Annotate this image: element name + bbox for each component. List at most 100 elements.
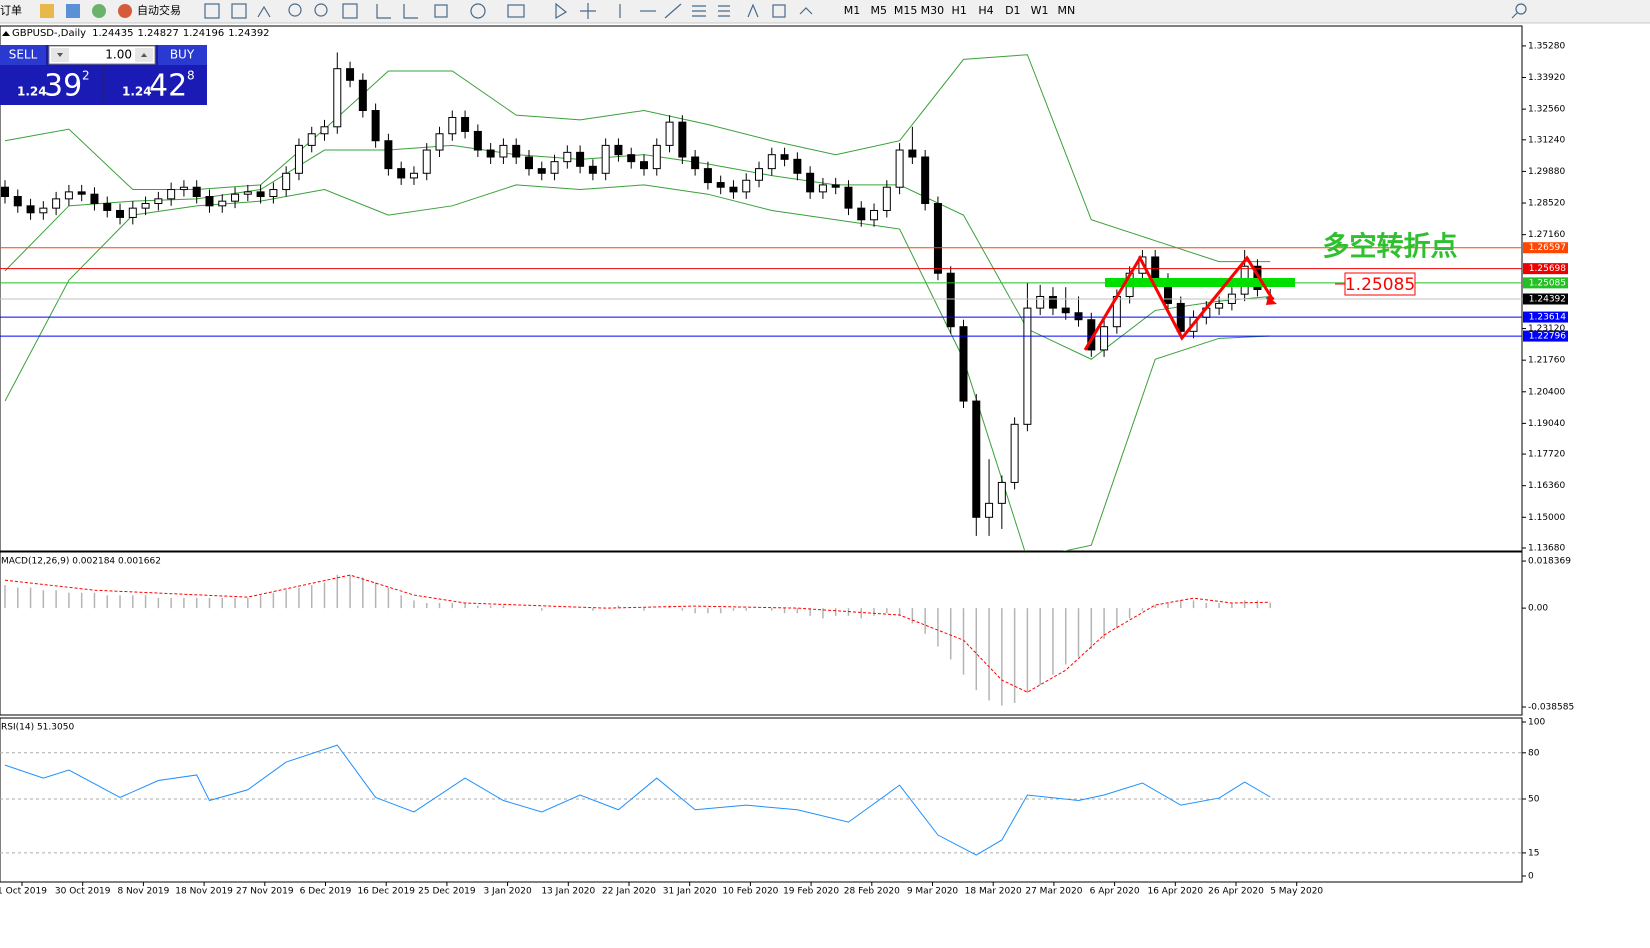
candle-body xyxy=(729,186,738,193)
candle-body xyxy=(908,149,917,158)
lots[interactable]: 1.00 xyxy=(105,48,132,62)
candle-body xyxy=(665,121,674,146)
x-tick-label: 5 May 2020 xyxy=(1270,887,1323,897)
candle-body xyxy=(550,161,559,174)
main-panel xyxy=(0,25,1523,552)
search-icon[interactable] xyxy=(1515,3,1527,15)
icon[interactable] xyxy=(580,3,596,19)
timeframe[interactable]: D1 xyxy=(1005,4,1020,17)
rsi-line xyxy=(4,744,1271,856)
y-tick-label: 1.27160 xyxy=(1528,230,1565,240)
sell-label[interactable]: SELL xyxy=(9,48,38,62)
lots-field[interactable] xyxy=(48,45,156,65)
icon[interactable] xyxy=(231,3,247,19)
candle-body xyxy=(576,151,585,167)
icon[interactable] xyxy=(118,4,132,18)
x-tick-label: 9 Mar 2020 xyxy=(907,887,959,897)
timeframe[interactable]: M1 xyxy=(844,4,861,17)
icon[interactable] xyxy=(66,4,80,18)
auto-trading[interactable]: 自动交易 xyxy=(137,3,181,17)
candle-body xyxy=(243,191,252,195)
y-tick-label: 1.23120 xyxy=(1528,324,1565,334)
candle-body xyxy=(627,154,636,163)
x-tick-label: 1 Oct 2019 xyxy=(0,887,47,897)
sell-button[interactable] xyxy=(0,45,46,65)
candle-body xyxy=(358,79,367,112)
candle-body xyxy=(103,202,112,211)
y-tick-label: 0.018369 xyxy=(1528,557,1571,567)
y-tick-label: 15 xyxy=(1528,848,1539,858)
timeframe[interactable]: W1 xyxy=(1031,4,1049,17)
candle-body xyxy=(167,189,176,200)
candle-body xyxy=(857,207,866,221)
y-tick-label: 1.28520 xyxy=(1528,199,1565,209)
icon[interactable] xyxy=(470,3,486,19)
candle-body xyxy=(269,189,278,198)
annotation: 多空转折点 1.25085 xyxy=(1083,231,1458,351)
candle-body xyxy=(397,168,406,179)
x-tick-label: 3 Jan 2020 xyxy=(483,887,531,897)
icon[interactable] xyxy=(403,4,418,19)
macd xyxy=(4,574,1271,706)
y-tick-label: 1.15000 xyxy=(1528,513,1565,523)
high: 1.24827 xyxy=(137,28,178,39)
icon[interactable] xyxy=(204,3,220,19)
sell-big: 1.24 xyxy=(17,85,47,99)
icon[interactable] xyxy=(257,5,271,18)
icon[interactable] xyxy=(288,3,302,17)
buy-price[interactable] xyxy=(105,66,207,105)
open: 1.24435 xyxy=(92,28,133,39)
y-tick-label: 1.31240 xyxy=(1528,135,1565,145)
candle-body xyxy=(422,149,431,174)
candle-body xyxy=(601,144,610,174)
icon[interactable] xyxy=(692,5,706,17)
candle-body xyxy=(946,272,955,328)
y-tick-label: 1.13680 xyxy=(1528,543,1565,553)
timeframe[interactable]: H4 xyxy=(978,4,993,17)
icon[interactable] xyxy=(314,3,328,17)
candle-body xyxy=(985,502,994,518)
timeframe[interactable]: M5 xyxy=(871,4,888,17)
buy-label[interactable]: BUY xyxy=(170,48,195,62)
x-tick-label: 18 Nov 2019 xyxy=(175,887,233,897)
buy-button[interactable] xyxy=(158,45,207,65)
new-order[interactable]: 订单 xyxy=(0,4,22,17)
arrow-head xyxy=(1266,296,1277,305)
icon[interactable] xyxy=(507,4,525,18)
y-tick-label: 0.00 xyxy=(1528,604,1548,614)
candle-body xyxy=(1215,302,1224,309)
x-tick-label: 16 Dec 2019 xyxy=(357,887,415,897)
timeframe[interactable]: H1 xyxy=(952,4,967,17)
icon[interactable] xyxy=(799,7,813,15)
y-tick-label: 0 xyxy=(1528,871,1534,881)
icon[interactable] xyxy=(92,4,106,18)
candle-body xyxy=(256,191,265,198)
timeframe[interactable]: M30 xyxy=(921,4,945,17)
icon[interactable] xyxy=(376,4,391,19)
icon[interactable] xyxy=(555,2,568,20)
candle-body xyxy=(461,116,470,132)
icon[interactable] xyxy=(718,5,730,17)
toolbar: 订单 自动交易 xyxy=(0,0,1650,24)
candle-body xyxy=(179,186,188,191)
icon[interactable] xyxy=(40,4,54,18)
timeframe[interactable]: MN xyxy=(1058,4,1076,17)
level-tag xyxy=(1523,263,1568,275)
x-tick-label: 8 Nov 2019 xyxy=(117,887,169,897)
candle-body xyxy=(780,154,789,160)
icon[interactable] xyxy=(434,4,448,18)
level-tag xyxy=(1523,242,1568,254)
icon[interactable] xyxy=(747,3,759,18)
icon[interactable] xyxy=(342,3,358,19)
candle-body xyxy=(588,165,597,174)
icon[interactable] xyxy=(664,3,682,19)
search-icon[interactable] xyxy=(1511,12,1518,19)
sell-pips: 39 xyxy=(44,69,82,104)
sell-price[interactable] xyxy=(0,66,102,105)
icon[interactable] xyxy=(772,4,786,18)
timeframe[interactable]: M15 xyxy=(894,4,918,17)
candle-body xyxy=(831,184,840,188)
x-tick-label: 28 Feb 2020 xyxy=(844,887,900,897)
header-marker xyxy=(2,31,10,36)
